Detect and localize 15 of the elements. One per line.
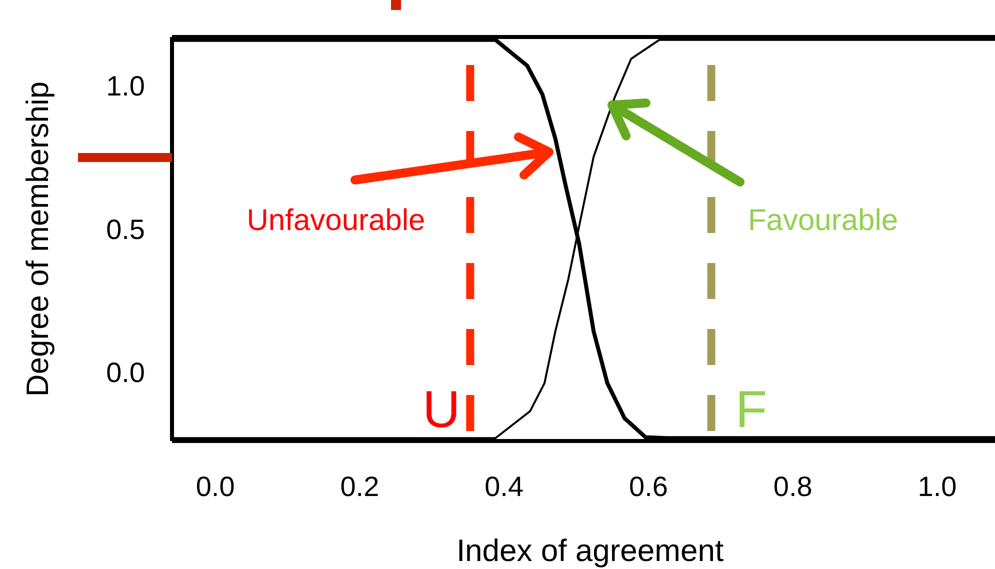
x-tick-label: 0.0 xyxy=(196,471,235,502)
ref-line-label: F xyxy=(735,381,768,439)
annotation: Unfavourable xyxy=(246,204,426,237)
y-tick-label: 1.0 xyxy=(106,70,145,102)
y-tick-label: 0.5 xyxy=(106,214,145,245)
x-tick-label: 1.0 xyxy=(918,471,957,502)
y-tick-label: 0.0 xyxy=(106,357,145,388)
ref-line-label: U xyxy=(422,381,460,439)
x-tick-label: 0.6 xyxy=(629,471,668,502)
y-axis-title: Degree of membership xyxy=(20,81,55,397)
annotation: Favourable xyxy=(748,204,898,237)
x-axis-title: Index of agreement xyxy=(456,533,724,568)
x-tick-label: 0.2 xyxy=(340,471,380,502)
x-tick-label: 0.4 xyxy=(484,471,524,502)
x-tick-label: 0.8 xyxy=(773,471,812,502)
